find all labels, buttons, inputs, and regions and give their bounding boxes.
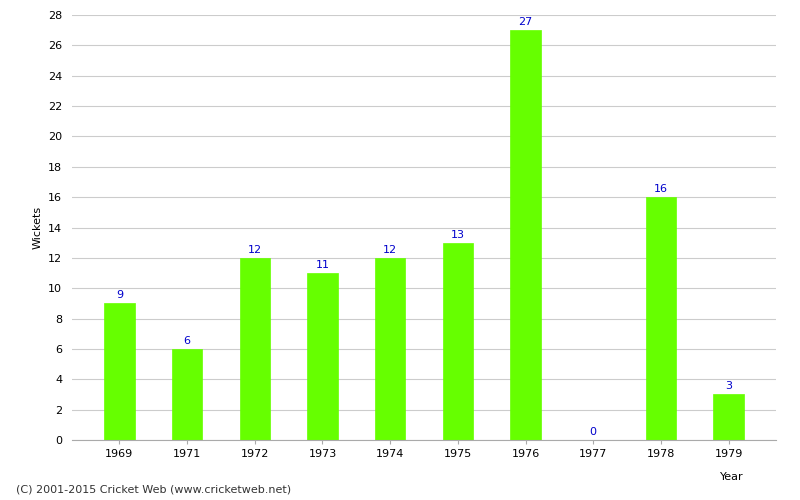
Text: 13: 13 (451, 230, 465, 239)
Text: 3: 3 (725, 382, 732, 392)
Bar (646, 197, 676, 440)
Text: (C) 2001-2015 Cricket Web (www.cricketweb.net): (C) 2001-2015 Cricket Web (www.cricketwe… (16, 485, 291, 495)
Y-axis label: Wickets: Wickets (33, 206, 42, 249)
Bar (239, 258, 270, 440)
Text: 12: 12 (248, 245, 262, 255)
Bar (172, 349, 202, 440)
Text: 9: 9 (116, 290, 123, 300)
Bar (510, 30, 541, 440)
Text: 6: 6 (183, 336, 190, 346)
Bar (442, 242, 473, 440)
Text: 12: 12 (383, 245, 398, 255)
Text: 27: 27 (518, 17, 533, 27)
Bar (714, 394, 744, 440)
Text: 0: 0 (590, 427, 597, 437)
Text: 11: 11 (315, 260, 330, 270)
Bar (375, 258, 406, 440)
Text: Year: Year (720, 472, 744, 482)
Bar (307, 273, 338, 440)
Bar (104, 304, 134, 440)
Text: 16: 16 (654, 184, 668, 194)
